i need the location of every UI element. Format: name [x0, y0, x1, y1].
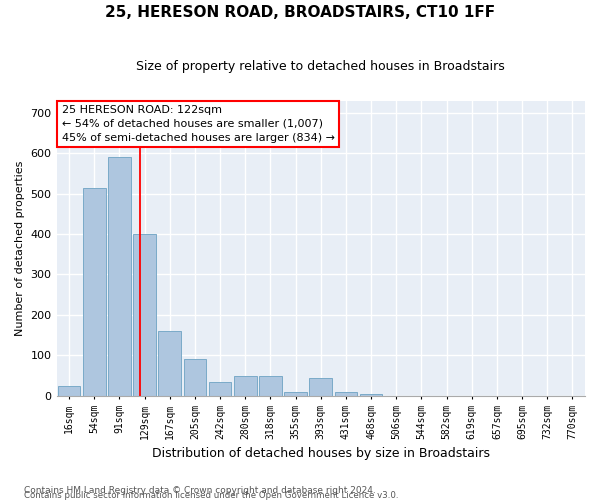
Text: Contains HM Land Registry data © Crown copyright and database right 2024.: Contains HM Land Registry data © Crown c…: [24, 486, 376, 495]
Text: 25 HERESON ROAD: 122sqm
← 54% of detached houses are smaller (1,007)
45% of semi: 25 HERESON ROAD: 122sqm ← 54% of detache…: [62, 105, 335, 143]
Title: Size of property relative to detached houses in Broadstairs: Size of property relative to detached ho…: [136, 60, 505, 73]
Bar: [335, 392, 357, 396]
Bar: [259, 376, 282, 396]
Bar: [310, 378, 332, 396]
Bar: [284, 392, 307, 396]
Bar: [133, 234, 156, 396]
Bar: [234, 376, 257, 396]
Text: 25, HERESON ROAD, BROADSTAIRS, CT10 1FF: 25, HERESON ROAD, BROADSTAIRS, CT10 1FF: [105, 5, 495, 20]
Bar: [184, 360, 206, 396]
Bar: [158, 331, 181, 396]
Y-axis label: Number of detached properties: Number of detached properties: [15, 160, 25, 336]
Text: Contains public sector information licensed under the Open Government Licence v3: Contains public sector information licen…: [24, 491, 398, 500]
Bar: [360, 394, 382, 396]
Bar: [58, 386, 80, 396]
Bar: [108, 157, 131, 396]
Bar: [209, 382, 232, 396]
X-axis label: Distribution of detached houses by size in Broadstairs: Distribution of detached houses by size …: [152, 447, 490, 460]
Bar: [83, 188, 106, 396]
